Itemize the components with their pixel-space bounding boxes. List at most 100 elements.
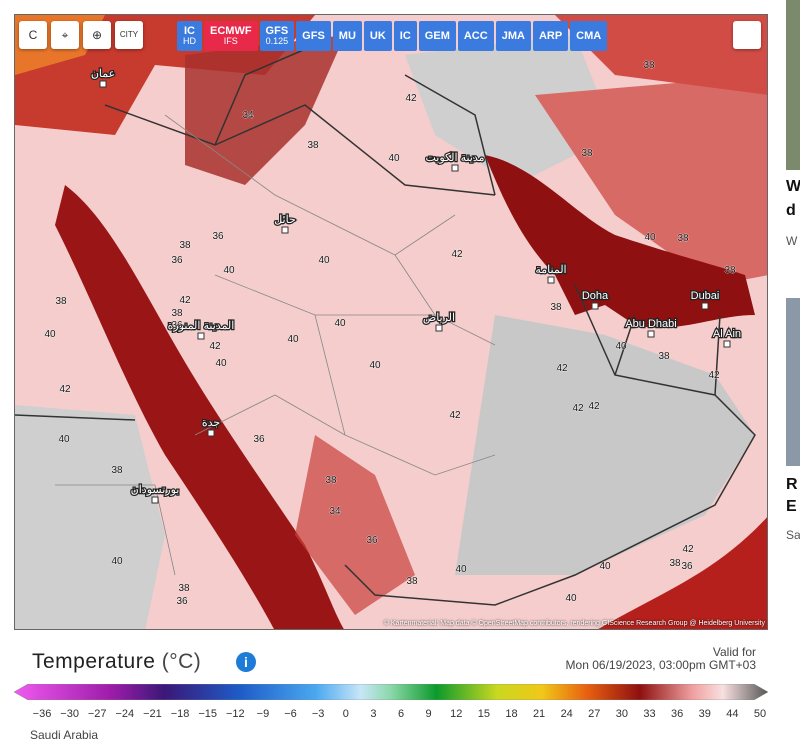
city-label: Doha — [582, 290, 609, 302]
share-button[interactable] — [733, 21, 761, 49]
scale-tick-label: −21 — [143, 708, 162, 720]
side-text: W — [786, 234, 798, 248]
color-scale — [14, 684, 768, 700]
model-button[interactable]: GFS — [296, 21, 331, 51]
thumbnail[interactable] — [786, 0, 800, 170]
temperature-label: 38 — [171, 308, 183, 319]
scale-tick-label: −9 — [256, 708, 270, 720]
temperature-label: 40 — [287, 334, 299, 345]
model-name: ECMWF — [210, 25, 252, 37]
model-button[interactable]: IC — [393, 21, 417, 51]
model-bar: IC HD ECMWF IFS GFS 0.125 GFS MU UK IC GEM ACC JMA AR… — [177, 21, 608, 51]
model-name: ARP — [538, 30, 563, 42]
scale-tick-label: −36 — [32, 708, 52, 720]
model-button[interactable]: ECMWF IFS — [204, 21, 258, 51]
temperature-label: 38 — [658, 351, 670, 362]
model-sub: HD — [183, 36, 196, 46]
city-label: Abu Dhabi — [625, 318, 676, 330]
model-name: IC — [184, 25, 195, 37]
model-name: GFS — [265, 25, 289, 37]
temperature-label: 36 — [681, 561, 693, 572]
temperature-label: 38 — [724, 265, 736, 276]
temperature-label: 38 — [677, 233, 689, 244]
scale-tick-label: 30 — [615, 708, 629, 720]
temperature-label: 38 — [669, 558, 681, 569]
temperature-label: 40 — [111, 556, 123, 567]
city-marker — [701, 302, 709, 310]
temperature-label: 40 — [334, 318, 346, 329]
city-marker — [99, 80, 107, 88]
model-button[interactable]: GFS 0.125 — [259, 21, 295, 51]
city-button[interactable]: CITY — [115, 21, 143, 49]
model-button[interactable]: CMA — [570, 21, 608, 51]
temperature-label: 34 — [242, 110, 254, 121]
scale-tick-label: 6 — [397, 708, 405, 720]
model-name: ACC — [463, 30, 488, 42]
info-button[interactable]: i — [236, 652, 256, 672]
temperature-label: 40 — [565, 593, 577, 604]
scale-ticks: −36 −30 −27 −24 −21 −18 −15 −12 −9 −6 −3 0 3 6 9 12 15 18… — [0, 708, 800, 724]
scale-tick-label: −24 — [115, 708, 135, 720]
zoom-button[interactable]: ⊕ — [83, 21, 111, 49]
scale-tick-label: −12 — [225, 708, 245, 720]
city-marker — [591, 302, 599, 310]
city-marker — [435, 324, 443, 332]
model-name: CMA — [576, 30, 602, 42]
city-label: مدينة الكويت — [425, 152, 484, 164]
model-button[interactable]: GEM — [418, 21, 456, 51]
temperature-label: 40 — [599, 561, 611, 572]
city-label: حائل — [274, 214, 296, 226]
city-marker — [207, 429, 215, 437]
city-label: الرياض — [423, 312, 455, 324]
model-button[interactable]: UK — [363, 21, 392, 51]
side-text: E — [786, 498, 797, 515]
legend-title: Temperature (°C) — [32, 650, 201, 674]
model-button[interactable]: JMA — [495, 21, 531, 51]
scale-tick-label: 18 — [505, 708, 518, 720]
city-marker — [547, 276, 555, 284]
temperature-label: 42 — [59, 384, 71, 395]
city-label: المنامة — [535, 264, 566, 276]
scale-tick-label: −3 — [311, 708, 325, 720]
side-text: R — [786, 476, 798, 493]
model-button[interactable]: ACC — [457, 21, 494, 51]
attribution: © Kartenmaterial: Map data © OpenStreetM… — [383, 620, 765, 627]
temperature-label: 40 — [318, 255, 330, 266]
temperature-label: 36 — [253, 434, 265, 445]
model-name: UK — [369, 30, 386, 42]
scale-tick-label: 27 — [588, 708, 601, 720]
scale-tick-label: −18 — [170, 708, 190, 720]
model-button[interactable]: MU — [332, 21, 362, 51]
temperature-label: 40 — [644, 232, 656, 243]
temperature-label: 38 — [643, 60, 655, 71]
city-marker — [451, 164, 459, 172]
scale-tick-label: 33 — [643, 708, 656, 720]
refresh-button[interactable]: C — [19, 21, 47, 49]
city-label: جدة — [202, 417, 220, 429]
temperature-label: 40 — [615, 341, 627, 352]
temperature-label: 42 — [451, 249, 463, 260]
side-text: Sa — [786, 528, 800, 542]
scale-tick-label: 50 — [753, 708, 767, 720]
scale-tick-label: −6 — [284, 708, 297, 720]
map-graphic: Doha Dubai Abu Dhabi Al Ain الرياض مدينة الكو… — [15, 15, 767, 629]
temperature-label: 40 — [44, 329, 56, 340]
side-text: d — [786, 202, 796, 219]
temperature-label: 40 — [223, 265, 235, 276]
side-text: W — [786, 178, 800, 195]
city-label: Al Ain — [713, 328, 741, 340]
model-sub: IFS — [223, 36, 238, 46]
model-button[interactable]: IC HD — [177, 21, 202, 51]
model-button[interactable]: ARP — [532, 21, 569, 51]
map[interactable]: Doha Dubai Abu Dhabi Al Ain الرياض مدينة الكو… — [14, 14, 768, 630]
temperature-label: 36 — [171, 320, 183, 331]
city-marker — [647, 330, 655, 338]
city-marker — [197, 332, 205, 340]
thumbnail[interactable] — [786, 298, 800, 466]
location-button[interactable]: ⌖ — [51, 21, 79, 49]
city-label: المدينة المنورة — [168, 320, 235, 332]
temperature-label: 36 — [366, 535, 378, 546]
scale-tick-label: 39 — [698, 708, 711, 720]
model-name: GEM — [424, 30, 450, 42]
